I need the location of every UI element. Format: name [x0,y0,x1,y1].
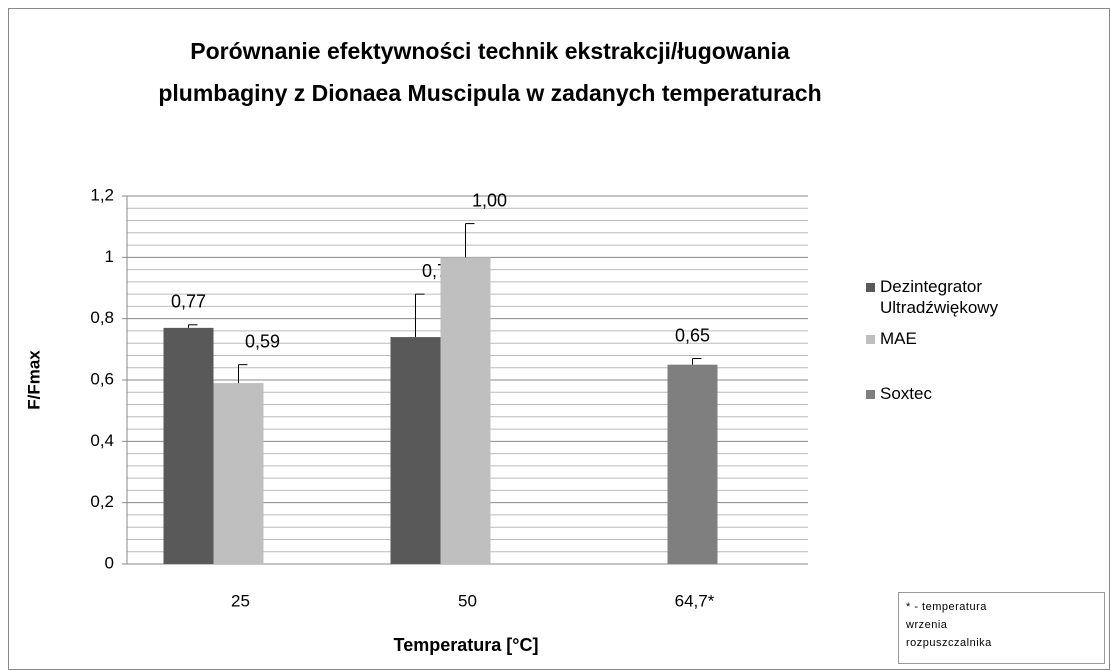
bar [390,337,441,564]
x-tick-label: 25 [231,591,250,610]
chart-title: plumbaginy z Dionaea Muscipula w zadanyc… [158,80,821,106]
legend-item: Dezintegrator Ultradźwiękowy [866,276,1006,318]
y-tick-label: 1,2 [90,185,114,204]
legend-label: Soxtec [880,384,932,403]
legend-swatch [866,390,875,399]
chart-title: Porównanie efektywności technik ekstrakc… [190,38,790,64]
legend-label: Dezintegrator Ultradźwiękowy [880,277,999,317]
annotation: * - temperatura wrzenia rozpuszczalnika [906,601,992,649]
value-label: 1,00 [472,190,507,210]
y-tick-label: 0,6 [90,369,114,388]
annotation-box: * - temperatura wrzenia rozpuszczalnika [898,592,1105,664]
y-tick-label: 0,2 [90,492,114,511]
chart-border [8,8,1110,670]
x-axis-title: Temperatura [°C] [394,635,539,655]
plot: 00,20,40,60,811,2250,770,59500,741,0064,… [90,185,808,610]
value-label: 0,65 [675,325,710,345]
legend-item: MAE [866,328,1006,349]
x-tick-label: 64,7* [675,591,715,610]
bar [667,364,718,564]
legend-item: Soxtec [866,383,1006,404]
legend-swatch [866,335,875,344]
legend-label: MAE [880,329,917,348]
y-tick-label: 0 [105,553,114,572]
bar [213,383,264,564]
value-label: 0,77 [171,292,206,312]
y-tick-label: 0,4 [90,431,114,450]
y-axis-title: F/Fmax [24,350,43,410]
legend: Dezintegrator Ultradźwiękowy MAE Soxtec [866,276,1006,414]
y-tick-label: 0,8 [90,308,114,327]
y-tick-label: 1 [105,247,114,266]
legend-swatch [866,283,875,292]
bar [163,327,214,564]
x-tick-label: 50 [458,591,477,610]
value-label: 0,59 [245,331,280,351]
bar [440,257,491,564]
